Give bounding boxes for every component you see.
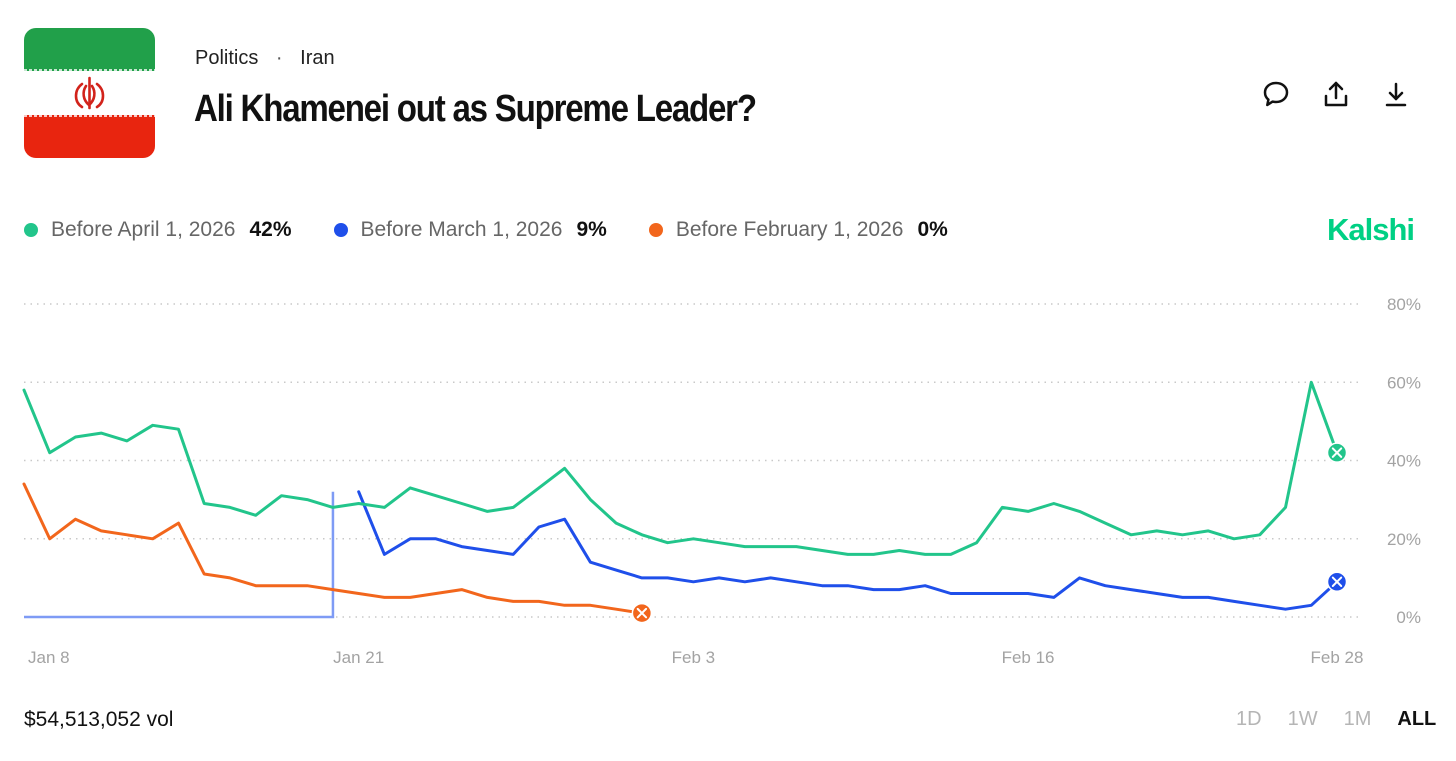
legend-item-march[interactable]: Before March 1, 2026 9% [333,218,607,242]
legend-item-february[interactable]: Before February 1, 2026 0% [648,218,948,242]
legend-value: 0% [917,218,948,241]
kalshi-logo[interactable]: Kalshi [1327,212,1415,247]
range-option[interactable]: 1M [1343,708,1372,730]
breadcrumb-subcategory[interactable]: Iran [300,47,335,69]
legend-dot [648,223,663,237]
comment-button[interactable] [1258,76,1294,112]
breadcrumb-category[interactable]: Politics [195,47,259,69]
price-history-chart: 0% 20% 40% 60% 80% Jan 8 Jan 21 Feb 3 Feb 16 Feb… [22,295,1421,667]
x-tick-label: Feb 3 [672,648,715,667]
iran-flag-icon [24,28,155,158]
legend-dot [24,223,38,237]
chart-legend: Before April 1, 2026 42% Before March 1,… [24,218,948,242]
series-line [22,482,644,615]
y-tick-label: 60% [1387,373,1421,392]
x-tick-label: Feb 16 [1002,648,1055,667]
y-tick-label: 20% [1387,530,1421,549]
legend-label: Before February 1, 2026 [675,218,904,241]
volume-label: $54,513,052 vol [24,708,174,731]
series-end-marker[interactable] [1326,571,1348,593]
legend-label: Before April 1, 2026 [51,218,236,241]
series-end-marker[interactable] [631,602,653,624]
breadcrumb-separator: · [275,47,283,69]
range-selector: 1D 1W 1M ALL [1236,708,1436,731]
x-tick-label: Jan 21 [333,648,384,667]
y-tick-label: 0% [1396,608,1421,627]
range-option[interactable]: 1D [1236,708,1262,730]
page-title: Ali Khamenei out as Supreme Leader? [194,88,757,130]
share-button[interactable] [1318,76,1354,112]
series-end-marker[interactable] [1326,442,1348,463]
x-tick-label: Feb 28 [1311,648,1364,667]
range-option[interactable]: 1W [1287,708,1318,730]
upload-icon [1324,81,1348,107]
series-line-placeholder [24,491,335,619]
breadcrumb: Politics · Iran [195,47,335,70]
x-tick-label: Jan 8 [28,648,70,667]
download-icon [1385,82,1407,107]
header-actions [1258,76,1414,112]
y-tick-label: 40% [1387,452,1421,471]
download-button[interactable] [1378,76,1414,112]
legend-label: Before March 1, 2026 [360,218,563,241]
legend-value: 42% [249,218,292,241]
speech-bubble-icon [1263,81,1289,107]
y-tick-label: 80% [1387,295,1421,314]
legend-dot [333,223,348,237]
legend-value: 9% [576,218,607,241]
legend-item-april[interactable]: Before April 1, 2026 42% [24,218,292,242]
series-line [357,490,1339,611]
range-option[interactable]: ALL [1397,708,1437,730]
series-line [22,380,1339,556]
